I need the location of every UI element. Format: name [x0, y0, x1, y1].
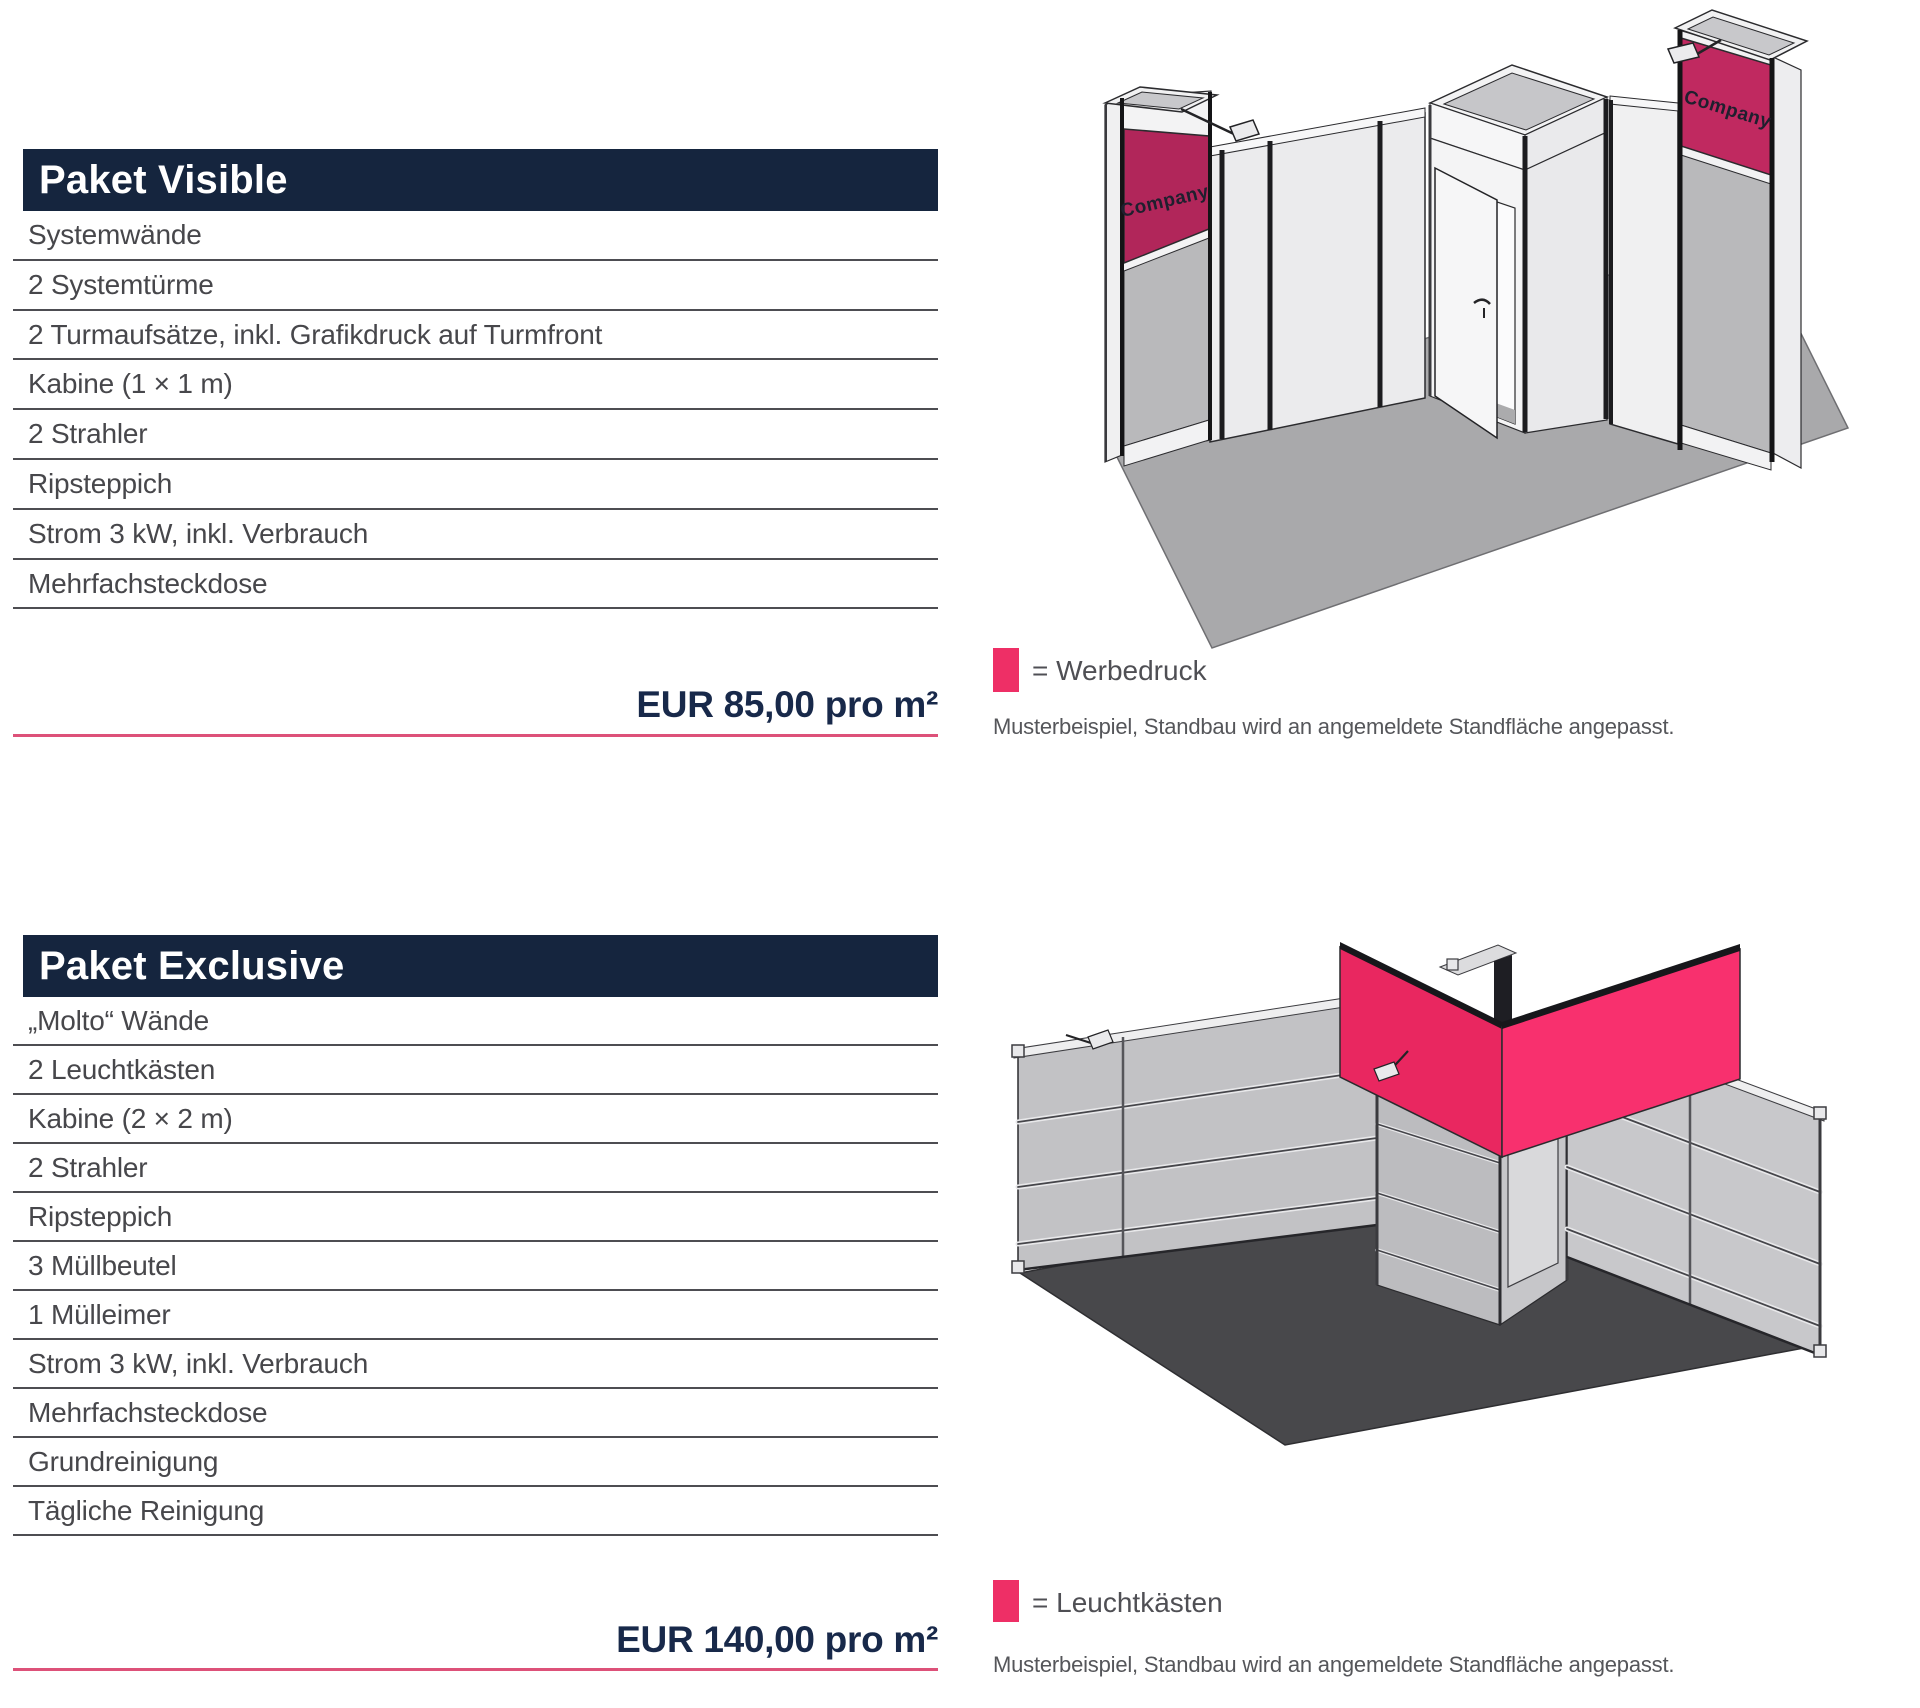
package-item: Strom 3 kW, inkl. Verbrauch [13, 510, 938, 560]
figure-caption: Musterbeispiel, Standbau wird an angemel… [993, 1652, 1675, 1677]
package-item: 3 Müllbeutel [13, 1242, 938, 1291]
tower-left: Company [1102, 86, 1261, 467]
package-item: 2 Turmaufsätze, inkl. Grafikdruck auf Tu… [13, 311, 938, 361]
open-door [1434, 166, 1498, 440]
package-item: Mehrfachsteckdose [13, 1389, 938, 1438]
price-underline [13, 734, 938, 737]
spotlight-icon [1065, 1029, 1114, 1050]
package-price-visible: EUR 85,00 pro m² [636, 684, 938, 725]
package-item: Tägliche Reinigung [13, 1487, 938, 1536]
package-item: 2 Strahler [13, 1144, 938, 1193]
package-item: Mehrfachsteckdose [13, 560, 938, 610]
connector-cube [1011, 1044, 1025, 1058]
package-item: Grundreinigung [13, 1438, 938, 1487]
package-item: 2 Systemtürme [13, 261, 938, 311]
cabin [1427, 64, 1610, 440]
package-title-visible: Paket Visible [23, 149, 938, 211]
system-wall [1209, 107, 1426, 443]
package-price-exclusive: EUR 140,00 pro m² [616, 1619, 938, 1660]
tower-right: Company [1666, 9, 1809, 471]
price-underline [13, 1668, 938, 1671]
molto-wall-left [1011, 992, 1380, 1274]
legend-color-swatch [993, 648, 1019, 692]
connector-cube [1813, 1106, 1827, 1120]
figure-caption: Musterbeispiel, Standbau wird an angemel… [993, 714, 1675, 739]
booth-illustration-exclusive [1011, 942, 1827, 1446]
package-item: Kabine (1 × 1 m) [13, 360, 938, 411]
package-title-exclusive: Paket Exclusive [23, 935, 938, 997]
package-item: 2 Strahler [13, 410, 938, 460]
connector-cube [1813, 1344, 1827, 1358]
side-wall [1609, 95, 1679, 446]
cabin-top-frame [1438, 944, 1518, 976]
legend-color-swatch [993, 1580, 1019, 1622]
package-item: Ripsteppich [13, 1193, 938, 1242]
door-handle-icon [1473, 298, 1491, 305]
spotlight-icon [1373, 1050, 1409, 1082]
package-item-list-exclusive: „Molto“ Wände 2 Leuchtkästen Kabine (2 × 2… [13, 997, 938, 1536]
package-item: Kabine (2 × 2 m) [13, 1095, 938, 1144]
package-item: 2 Leuchtkästen [13, 1046, 938, 1095]
connector-cube [1011, 1260, 1025, 1274]
package-item: 1 Mülleimer [13, 1291, 938, 1340]
legend-label: = Leuchtkästen [1032, 1587, 1223, 1618]
connector-cube [1446, 958, 1459, 971]
package-item: Ripsteppich [13, 460, 938, 510]
lightboxes [1339, 942, 1741, 1159]
package-item: Systemwände [13, 211, 938, 261]
booth-illustration-visible: Company Company [1102, 9, 1850, 649]
package-item-list-visible: Systemwände 2 Systemtürme 2 Turmaufsätze, … [13, 211, 938, 610]
spotlight-icon [1180, 107, 1261, 142]
legend-label: = Werbedruck [1032, 655, 1207, 686]
spotlight-icon [1666, 38, 1722, 64]
package-item: Strom 3 kW, inkl. Verbrauch [13, 1340, 938, 1389]
package-item: „Molto“ Wände [13, 997, 938, 1046]
